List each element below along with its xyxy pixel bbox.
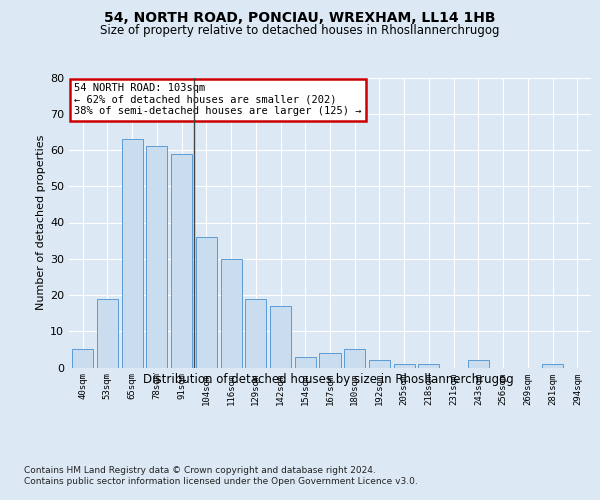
Bar (369, 360, 390, 368)
Bar (418, 364, 439, 368)
Bar (468, 360, 489, 368)
Bar (196, 237, 217, 368)
Text: Contains public sector information licensed under the Open Government Licence v3: Contains public sector information licen… (24, 478, 418, 486)
Y-axis label: Number of detached properties: Number of detached properties (36, 135, 46, 310)
Bar (394, 364, 415, 368)
Text: 54, NORTH ROAD, PONCIAU, WREXHAM, LL14 1HB: 54, NORTH ROAD, PONCIAU, WREXHAM, LL14 1… (104, 12, 496, 26)
Bar (542, 364, 563, 368)
Bar (97, 298, 118, 368)
Bar (344, 350, 365, 368)
Text: 54 NORTH ROAD: 103sqm
← 62% of detached houses are smaller (202)
38% of semi-det: 54 NORTH ROAD: 103sqm ← 62% of detached … (74, 84, 362, 116)
Bar (122, 139, 143, 368)
Text: Distribution of detached houses by size in Rhosllannerchrugog: Distribution of detached houses by size … (143, 372, 514, 386)
Bar (245, 298, 266, 368)
Bar (221, 259, 242, 368)
Text: Contains HM Land Registry data © Crown copyright and database right 2024.: Contains HM Land Registry data © Crown c… (24, 466, 376, 475)
Bar (319, 353, 341, 368)
Text: Size of property relative to detached houses in Rhosllannerchrugog: Size of property relative to detached ho… (100, 24, 500, 37)
Bar (270, 306, 291, 368)
Bar (72, 350, 93, 368)
Bar (146, 146, 167, 368)
Bar (171, 154, 192, 368)
Bar (295, 356, 316, 368)
